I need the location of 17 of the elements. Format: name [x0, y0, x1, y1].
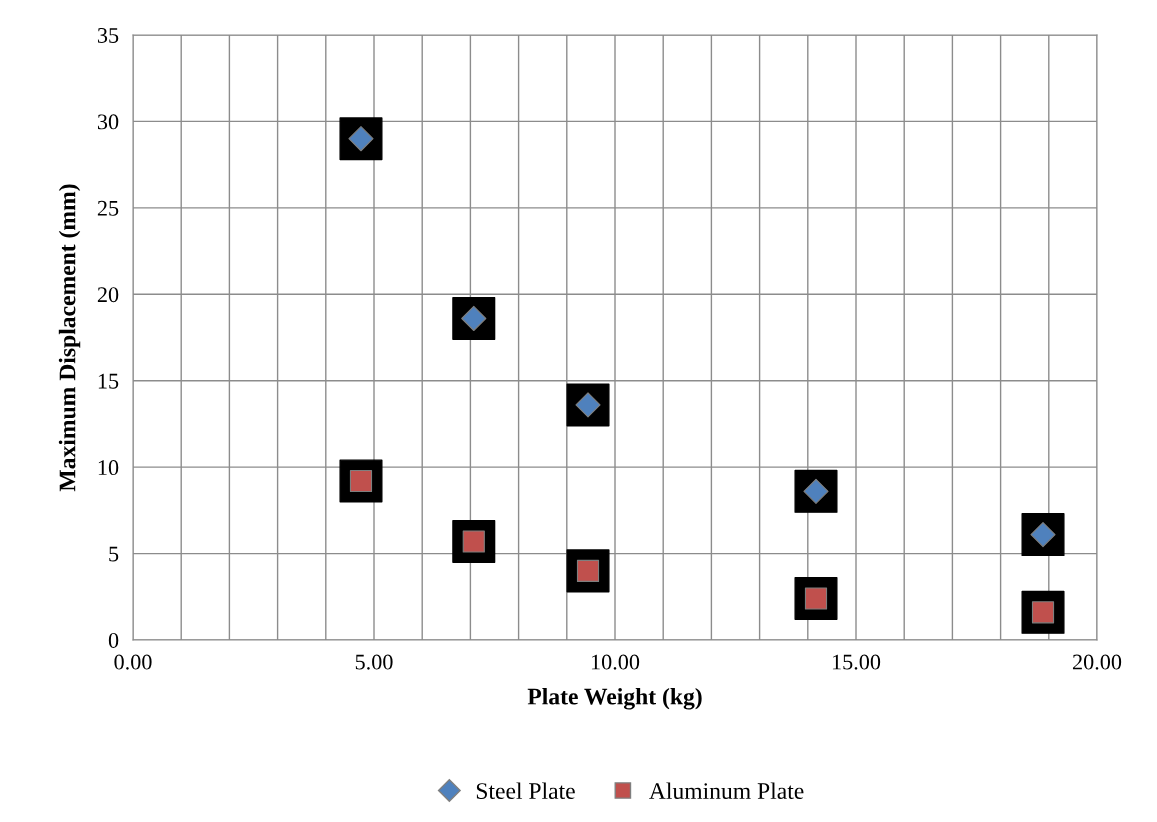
y-tick-label: 15: [98, 373, 119, 389]
x-tick-label: 0.00: [114, 654, 152, 670]
y-tick-label: 35: [97, 27, 119, 43]
x-tick-label: 15.00: [832, 654, 881, 670]
x-tick-label: 10.00: [591, 654, 640, 670]
legend-label: Aluminum Plate: [649, 782, 804, 800]
y-tick-label: 0: [108, 632, 119, 648]
y-tick-label: 30: [97, 114, 119, 130]
y-tick-label: 20: [97, 287, 119, 303]
y-axis-title: Maximum Displacement (mm): [58, 184, 81, 492]
legend-label: Steel Plate: [476, 782, 575, 800]
x-tick-label: 5.00: [355, 654, 393, 670]
y-tick-label: 10: [98, 460, 119, 476]
x-axis-title: Plate Weight (kg): [527, 687, 702, 710]
y-tick-label: 5: [109, 546, 119, 562]
y-tick-label: 25: [97, 200, 119, 216]
x-tick-label: 20.00: [1072, 654, 1122, 670]
